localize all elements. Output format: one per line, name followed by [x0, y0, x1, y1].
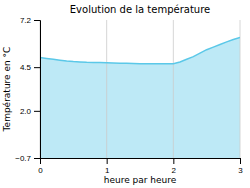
y-axis-title: Température en °C — [2, 47, 12, 133]
tick-label: 2 — [172, 166, 177, 175]
grid-line — [173, 20, 174, 158]
tick-mark — [34, 67, 40, 68]
tick: 4.5 — [20, 63, 40, 72]
tick: 1 — [105, 158, 110, 175]
y-axis: −0.7 2.0 4.5 7.2 — [15, 16, 40, 163]
tick-mark — [107, 158, 108, 164]
grid-line — [240, 20, 241, 158]
tick-label: 3 — [238, 166, 243, 175]
tick-label: −0.7 — [15, 154, 31, 163]
tick: 2 — [172, 158, 177, 175]
tick: 7.2 — [20, 16, 40, 25]
plot-area: 0 1 2 3 −0.7 2.0 4.5 7.2 — [15, 16, 243, 175]
tick-label: 0 — [38, 166, 43, 175]
tick: −0.7 — [15, 154, 40, 163]
tick: 3 — [238, 158, 243, 175]
tick-label: 7.2 — [20, 16, 32, 25]
tick-mark — [173, 158, 174, 164]
grid-line — [106, 20, 107, 158]
x-axis-title: heure par heure — [104, 175, 177, 185]
x-grid — [40, 20, 240, 158]
line — [40, 37, 240, 63]
tick-mark — [34, 111, 40, 112]
area — [40, 37, 240, 158]
tick: 2.0 — [20, 107, 40, 116]
line-marks — [40, 37, 240, 63]
tick: 0 — [38, 158, 43, 175]
title: Evolution de la température — [70, 4, 210, 15]
tick-label: 4.5 — [20, 63, 32, 72]
tick-mark — [240, 158, 241, 164]
axis-line — [34, 21, 41, 159]
x-axis: 0 1 2 3 — [38, 158, 243, 175]
axis-line — [41, 159, 241, 165]
marks — [40, 37, 240, 158]
chart: 0 1 2 3 −0.7 2.0 4.5 7.2 Evolution de la tempéra… — [0, 0, 250, 188]
tick-label: 1 — [105, 166, 110, 175]
tick-label: 2.0 — [20, 107, 32, 116]
tick-mark — [34, 158, 40, 159]
tick-mark — [34, 20, 40, 21]
